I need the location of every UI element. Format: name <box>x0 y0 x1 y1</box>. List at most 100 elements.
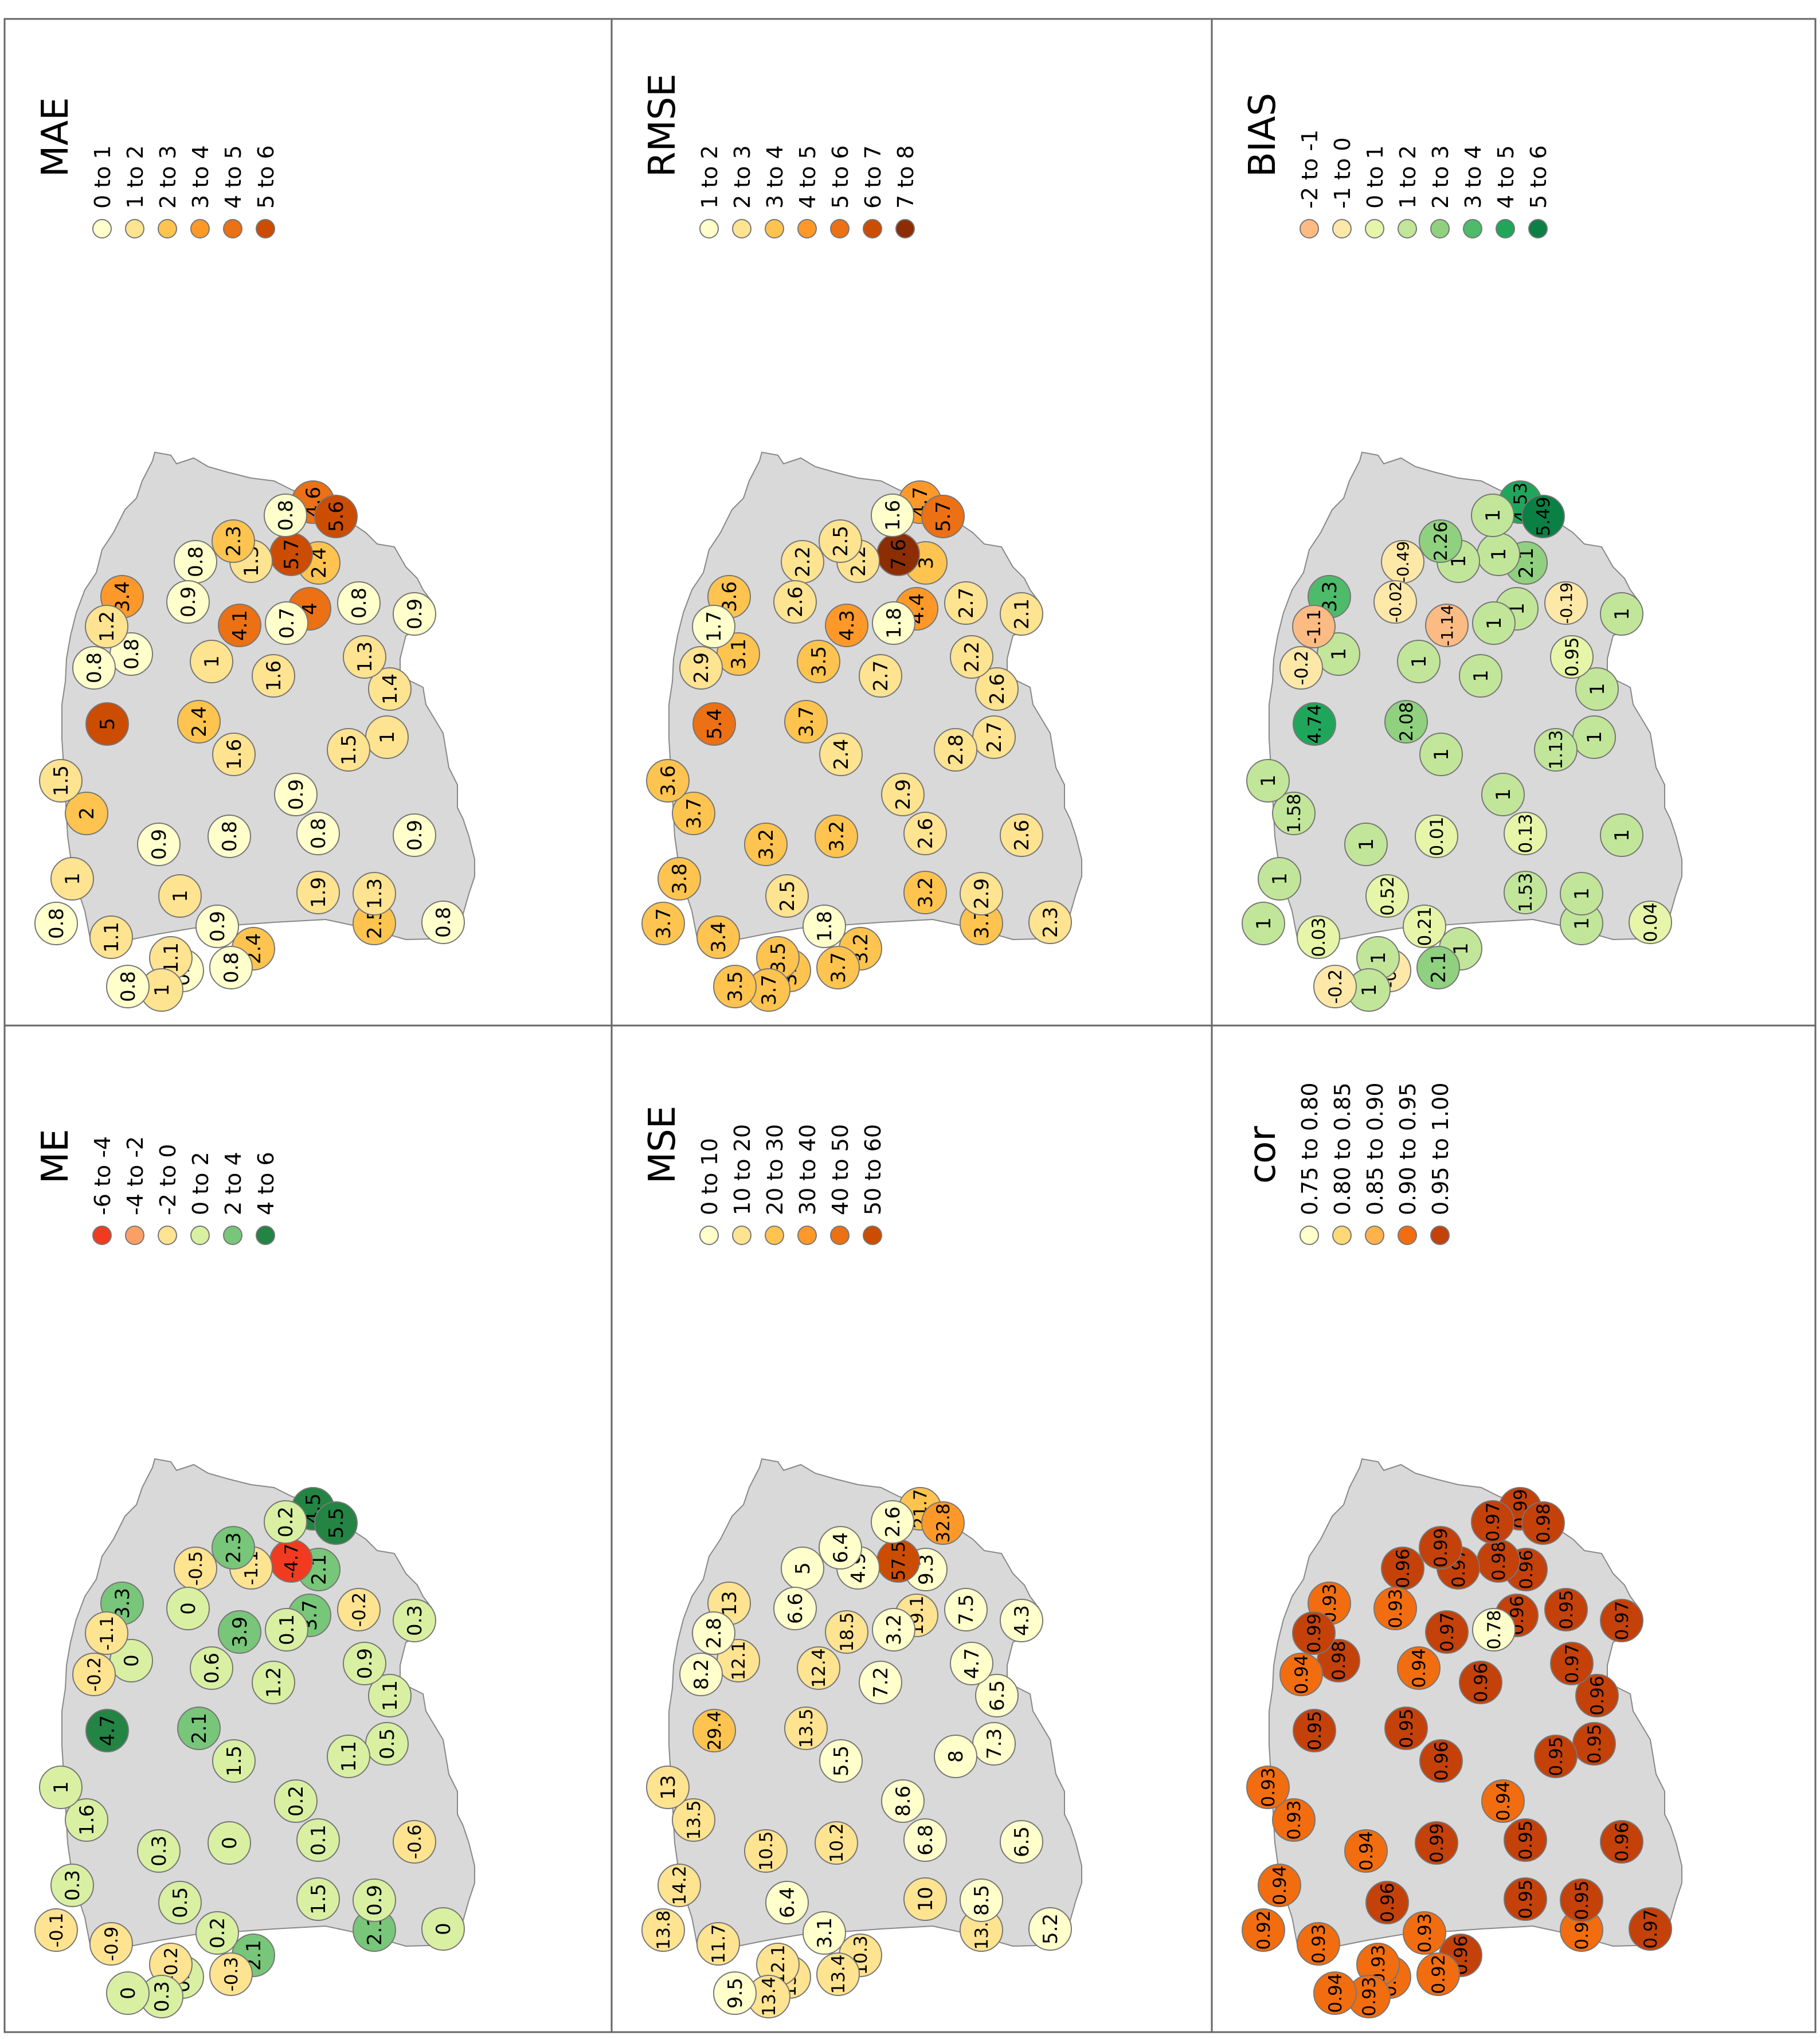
panel-bias-station-23: 1 <box>1439 927 1482 970</box>
panel-rmse-station-27: 2.4 <box>819 733 863 776</box>
panel-mse-station-19: 2.6 <box>871 1500 914 1544</box>
panel-bias-station-29: 2.26 <box>1419 519 1462 563</box>
panel-mse-station-27: 5.5 <box>819 1739 863 1783</box>
panel-rmse-station-19-value: 1.6 <box>882 500 905 531</box>
panel-rmse-station-30-marker <box>797 640 840 683</box>
panel-me-station-15-value: 1.5 <box>307 1884 330 1915</box>
panel-mse-station-44-marker <box>696 1922 740 1966</box>
panel-cor-station-36: 0.93 <box>1347 1975 1391 2018</box>
panel-bias-legend-label-0: -2 to -1 <box>1297 130 1322 209</box>
panel-cor-station-33-value: 0.93 <box>1385 1588 1406 1628</box>
panel-me-station-1-marker <box>421 1907 465 1951</box>
panel-mse-station-15: 10 <box>903 1877 947 1921</box>
panel-rmse-station-12-value: 3 <box>915 557 938 569</box>
panel-bias-station-44-marker <box>1297 915 1340 959</box>
panel-bias-station-9-marker <box>1550 635 1594 679</box>
panel-rmse-station-45: 5.4 <box>692 702 736 746</box>
panel-cor-station-24: 0.92 <box>1416 1952 1460 1996</box>
panel-rmse-station-24-value: 3.7 <box>827 952 850 983</box>
panel-bias-station-1-marker <box>1629 901 1672 944</box>
panel-rmse-station-44-value: 3.4 <box>707 922 730 953</box>
panel-me-station-46-value: 1.6 <box>76 1805 99 1836</box>
panel-mse-station-44: 11.7 <box>696 1922 740 1966</box>
panel-cor-station-38: 0.94 <box>1344 1829 1388 1873</box>
panel-mae-station-39-marker <box>106 965 150 1008</box>
panel-me-legend-swatch-2 <box>158 1226 177 1245</box>
panel-me-station-28: 3.9 <box>218 1610 261 1654</box>
panel-cor-station-2-marker <box>1600 1820 1643 1864</box>
panel-mae-station-1-marker <box>421 901 465 944</box>
panel-mae-station-45-value: 5 <box>96 718 119 730</box>
panel-bias-station-24-value: 2.1 <box>1427 952 1450 983</box>
panel-bias-station-20-value: 1 <box>1492 788 1515 801</box>
panel-bias-station-26-value: 0.01 <box>1427 816 1447 856</box>
panel-bias-station-30-value: 1 <box>1408 655 1431 668</box>
panel-cor-station-43-value: 0.99 <box>1304 1613 1325 1653</box>
panel-mse-legend-label-5: 50 to 60 <box>860 1124 886 1215</box>
panel-mae-station-25-value: 0.9 <box>206 911 229 942</box>
panel-rmse-station-9-marker <box>950 635 993 679</box>
panel-cor-station-24-value: 0.92 <box>1428 1954 1449 1994</box>
panel-mse-station-14-marker <box>921 1501 965 1545</box>
panel-bias-station-8-value: 1.13 <box>1546 730 1567 769</box>
panel-mae-legend-swatch-0 <box>92 219 112 238</box>
panel-me-station-28-marker <box>218 1610 261 1654</box>
panel-mse-station-16-value: 6.8 <box>914 1825 937 1856</box>
panel-cor-station-21-marker <box>1459 1661 1502 1704</box>
panel-mae-station-15: 1.9 <box>296 871 340 914</box>
panel-mse-station-9-value: 4.7 <box>961 1648 984 1679</box>
panel-mse-station-37-marker <box>765 1881 809 1924</box>
panel-mse-station-9: 4.7 <box>950 1642 993 1685</box>
panel-mae-station-9: 1.3 <box>343 635 386 679</box>
panel-rmse-station-29-marker <box>819 519 862 563</box>
panel-cor-station-39-value: 0.94 <box>1325 1973 1346 2013</box>
panel-rmse-station-40-value: 3.1 <box>727 639 750 670</box>
panel-cor-legend-swatch-3 <box>1398 1226 1417 1245</box>
panel-mae-station-30-marker <box>190 640 233 683</box>
panel-mse-station-31-marker <box>784 1707 828 1750</box>
panel-mae-station-8-value: 1.5 <box>338 734 361 765</box>
panel-mse-station-37: 6.4 <box>765 1881 809 1924</box>
panel-me-station-40-value: 0 <box>120 1654 143 1667</box>
panel-mae-station-36-value: 1 <box>151 984 174 996</box>
panel-cor-station-5-value: 0.97 <box>1612 1600 1633 1640</box>
panel-mae-station-10: 0.8 <box>337 581 381 625</box>
panel-cor-station-1: 0.97 <box>1629 1907 1672 1951</box>
panel-mae-station-19-value: 0.8 <box>275 500 298 531</box>
panel-mae-station-33-marker <box>166 580 210 624</box>
panel-mse-station-33: 6.6 <box>773 1587 817 1630</box>
panel-rmse-station-17-marker <box>872 601 915 645</box>
panel-mae-station-2-marker <box>393 813 436 857</box>
panel-mae-station-27-value: 1.6 <box>223 739 246 770</box>
panel-bias-station-7-value: 1 <box>1571 887 1594 900</box>
panel-rmse-content: RMSE 1 to 2 2 to 3 3 to 4 4 to 5 5 to 6 6 to 7… <box>641 73 1082 1012</box>
panel-mae-legend-label-2: 2 to 3 <box>155 145 181 209</box>
panel-cor-station-43-marker <box>1292 1611 1336 1655</box>
panel-cor-station-18-value: 0.98 <box>1489 1541 1509 1580</box>
panel-bias-legend-label-1: -1 to 0 <box>1330 138 1355 209</box>
panel-cor-station-42-marker <box>1279 1653 1323 1696</box>
panel-mae-station-48: 1.5 <box>39 759 83 803</box>
panel-bias-station-7-marker <box>1560 872 1603 915</box>
panel-rmse-station-45-value: 5.4 <box>703 709 726 739</box>
panel-rmse-station-26: 3.2 <box>815 815 858 858</box>
panel-rmse-station-46: 3.7 <box>672 792 715 835</box>
panel-me-station-10: -0.2 <box>337 1588 381 1631</box>
panel-rmse-station-40: 3.1 <box>717 632 760 676</box>
panel-me-title: ME <box>34 1129 77 1184</box>
panel-mse-station-24-value: 13.4 <box>828 1954 849 1994</box>
panel-mae-station-9-value: 1.3 <box>354 641 377 672</box>
panel-me-station-21-value: 1.2 <box>263 1667 285 1698</box>
panel-mae-legend-swatch-4 <box>223 219 242 238</box>
panel-cor-station-42: 0.94 <box>1279 1653 1323 1696</box>
panel-rmse-station-42: 2.9 <box>679 646 723 690</box>
panel-me-station-47-value: 0.3 <box>61 1870 84 1901</box>
panel-mae-station-32: 0.8 <box>174 540 217 584</box>
panel-rmse-station-10: 2.7 <box>944 581 988 625</box>
panel-me-station-48: 1 <box>39 1766 83 1809</box>
panel-mae-station-20-marker <box>274 773 318 816</box>
panel-rmse-station-35-value: 3.5 <box>767 942 790 973</box>
panel-cor-station-37-value: 0.96 <box>1377 1883 1398 1922</box>
panel-bias-station-10-value: -0.19 <box>1557 582 1576 624</box>
panel-mae-station-8-marker <box>327 728 370 772</box>
